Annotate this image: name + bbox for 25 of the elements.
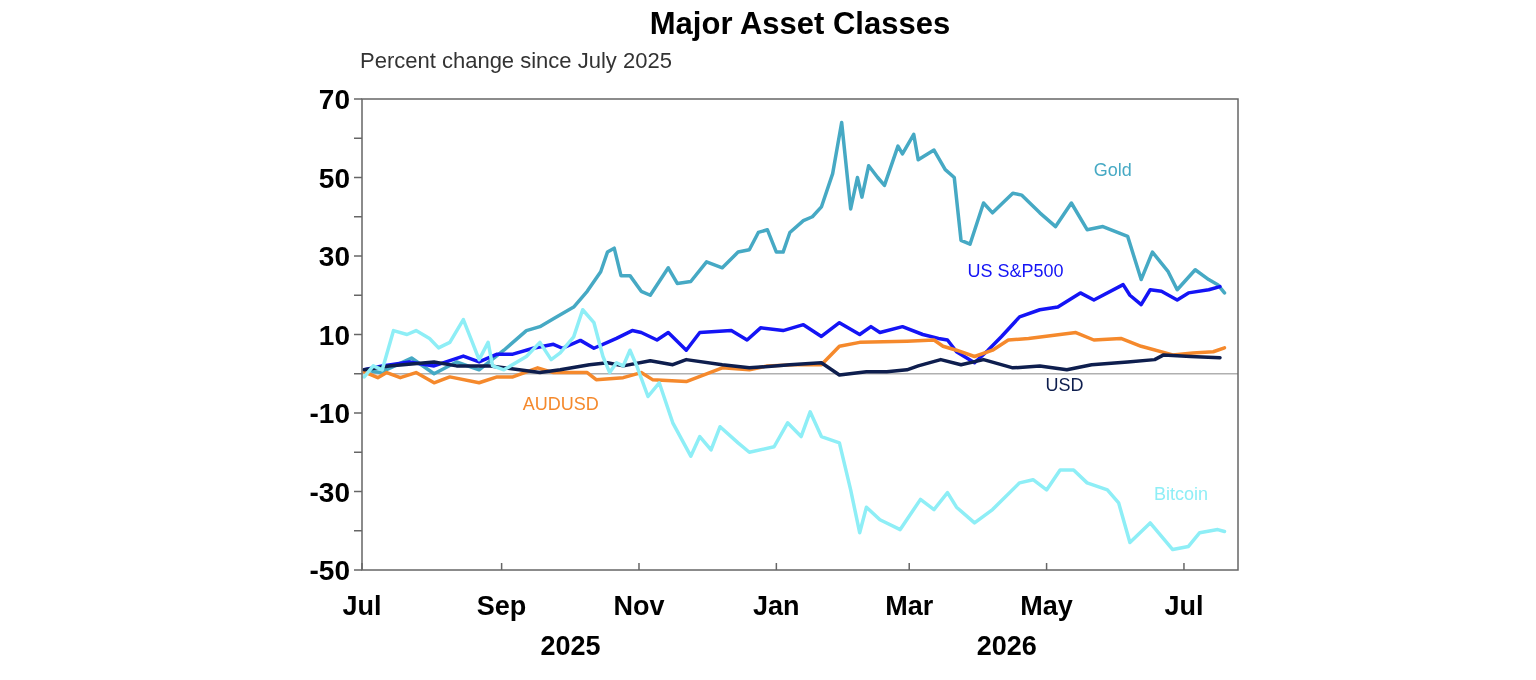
text: 2026 [976,631,1037,661]
chart-title: Major Asset Classes [649,6,951,41]
y-tick-label: 70 [318,84,350,115]
line-series [362,353,1222,377]
text: 2025 [540,631,601,661]
x-tick-label: Sep [476,591,527,621]
x-tick-label: Jan [753,591,800,621]
series-label: Gold [1093,160,1132,181]
series-label: AUDUSD [522,393,599,414]
series-label: USD [1045,375,1084,396]
y-tick-label: 50 [318,162,350,194]
x-tick-label: May [1020,591,1073,621]
x-tick-label: Jul [1164,591,1204,621]
series-label: US S&P500 [967,260,1064,281]
y-tick-label: -10 [309,398,350,429]
y-tick-label: -50 [309,555,350,586]
y-tick-label: -30 [309,476,350,508]
x-tick-label: Mar [885,591,934,621]
y-tick-label: 10 [318,319,350,351]
series-label: Bitcoin [1154,483,1209,504]
y-tick-label: 30 [318,241,350,272]
line-series [362,308,1227,552]
chart-subtitle: Percent change since July 2025 [360,48,672,73]
x-tick-label: Jul [342,591,382,621]
x-tick-label: Nov [613,591,665,621]
